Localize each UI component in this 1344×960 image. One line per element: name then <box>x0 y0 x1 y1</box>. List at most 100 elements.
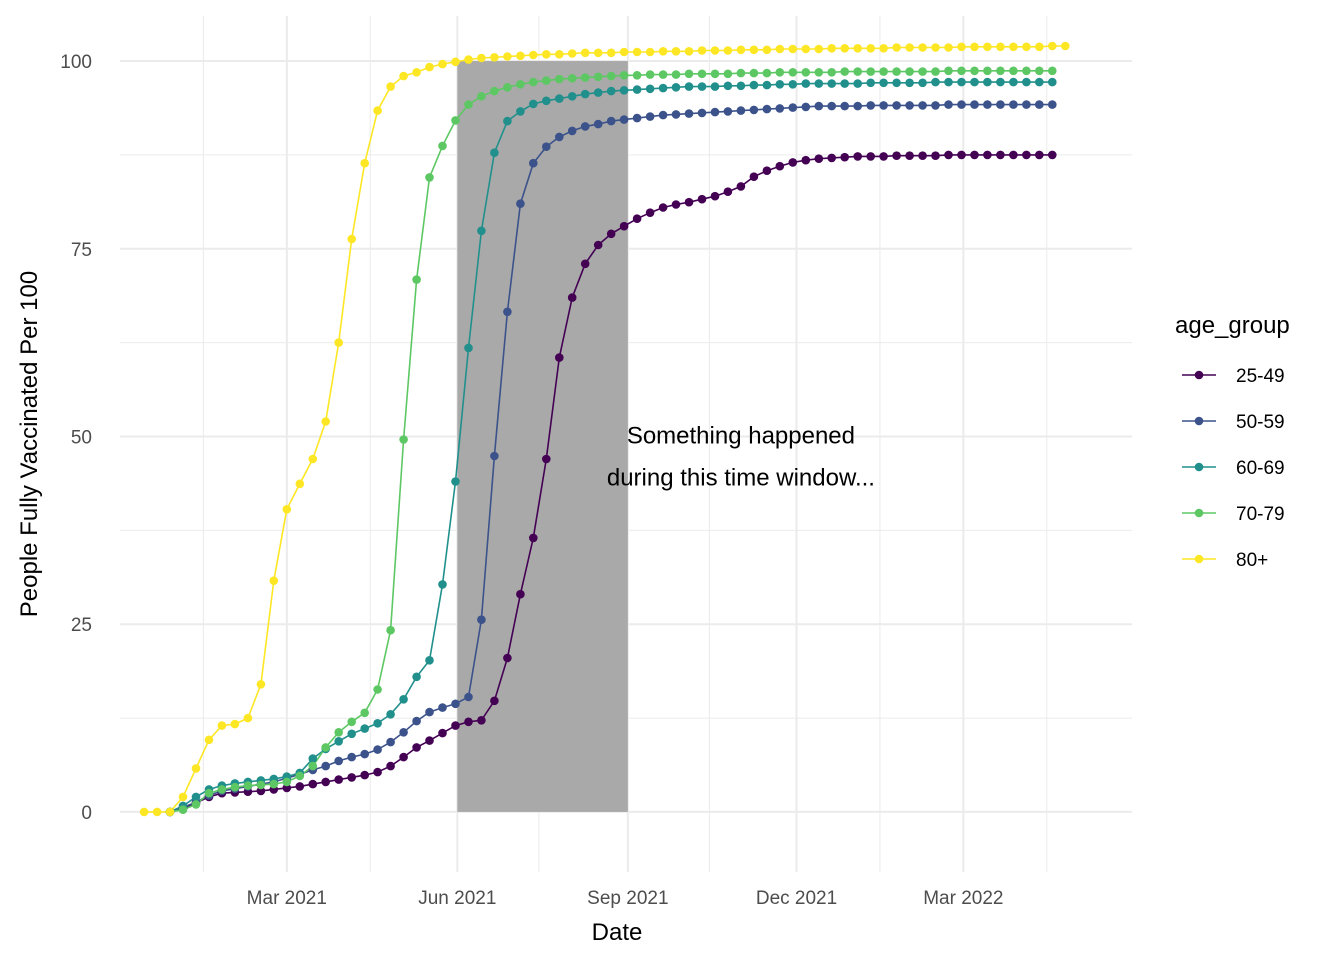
point-70-79 <box>814 68 824 77</box>
point-70-79 <box>1048 66 1057 76</box>
point-50-59 <box>970 100 979 109</box>
y-axis-title: People Fully Vaccinated Per 100 <box>16 271 43 617</box>
point-50-59 <box>619 115 629 124</box>
point-60-69 <box>334 737 344 746</box>
point-60-69 <box>464 343 473 353</box>
point-70-79 <box>710 69 720 79</box>
point-60-69 <box>723 81 733 91</box>
point-80+ <box>723 46 733 55</box>
point-70-79 <box>866 67 875 76</box>
point-70-79 <box>645 70 655 79</box>
point-25-49 <box>347 773 357 782</box>
point-80+ <box>334 338 344 347</box>
point-70-79 <box>282 777 292 787</box>
point-50-59 <box>360 749 370 759</box>
point-70-79 <box>451 116 460 125</box>
point-25-49 <box>503 653 512 663</box>
point-70-79 <box>256 780 266 790</box>
point-60-69 <box>399 695 408 704</box>
point-50-59 <box>542 142 551 151</box>
legend: age_group 25-49 50-59 60-69 70-79 80+ <box>1175 312 1290 571</box>
point-70-79 <box>983 66 992 76</box>
point-25-49 <box>749 172 759 181</box>
point-60-69 <box>801 79 811 88</box>
point-70-79 <box>970 66 979 76</box>
point-50-59 <box>658 110 668 120</box>
point-80+ <box>321 417 331 426</box>
point-50-59 <box>438 703 447 712</box>
point-50-59 <box>853 101 862 111</box>
point-60-69 <box>490 148 499 157</box>
point-70-79 <box>996 66 1005 76</box>
point-50-59 <box>840 101 849 111</box>
point-60-69 <box>373 719 382 728</box>
point-25-49 <box>606 229 616 239</box>
point-60-69 <box>658 83 668 93</box>
point-25-49 <box>918 151 927 160</box>
point-80+ <box>399 71 408 81</box>
point-70-79 <box>542 76 551 85</box>
point-50-59 <box>490 451 499 461</box>
point-25-49 <box>386 761 395 771</box>
point-70-79 <box>204 788 214 798</box>
point-25-49 <box>490 696 499 706</box>
point-80+ <box>373 106 382 115</box>
y-tick-label: 50 <box>71 427 92 448</box>
point-50-59 <box>503 307 512 317</box>
point-80+ <box>425 62 434 72</box>
point-80+ <box>1022 42 1031 52</box>
point-80+ <box>567 49 577 58</box>
point-70-79 <box>477 92 486 101</box>
point-70-79 <box>178 805 188 814</box>
point-50-59 <box>386 737 395 747</box>
point-25-49 <box>412 743 421 752</box>
point-60-69 <box>957 77 966 87</box>
point-25-49 <box>580 259 590 269</box>
point-80+ <box>191 764 201 773</box>
point-80+ <box>905 43 914 52</box>
point-25-49 <box>1048 150 1057 160</box>
point-25-49 <box>334 775 344 784</box>
point-70-79 <box>269 779 279 789</box>
point-50-59 <box>918 101 927 110</box>
point-80+ <box>503 52 512 61</box>
point-25-49 <box>723 187 733 196</box>
point-80+ <box>580 48 590 58</box>
point-70-79 <box>516 80 525 89</box>
point-80+ <box>866 44 875 53</box>
point-80+ <box>983 42 992 52</box>
point-60-69 <box>1048 77 1057 87</box>
point-80+ <box>697 46 707 55</box>
point-25-49 <box>321 777 331 787</box>
point-60-69 <box>645 84 655 94</box>
point-60-69 <box>814 79 824 88</box>
point-80+ <box>931 43 940 52</box>
point-60-69 <box>542 96 551 106</box>
point-80+ <box>438 59 447 69</box>
point-80+ <box>619 47 629 57</box>
point-70-79 <box>723 69 733 79</box>
point-70-79 <box>464 100 473 109</box>
point-50-59 <box>567 126 577 136</box>
point-80+ <box>308 454 318 464</box>
point-60-69 <box>555 94 564 103</box>
point-25-49 <box>256 786 266 796</box>
point-80+ <box>749 45 759 55</box>
x-tick-labels: Mar 2021 Jun 2021 Sep 2021 Dec 2021 Mar 2022 <box>247 888 1004 909</box>
point-50-59 <box>632 113 642 123</box>
point-70-79 <box>425 173 434 182</box>
point-50-59 <box>996 100 1005 109</box>
point-80+ <box>632 47 642 57</box>
annotation-line-2: during this time window... <box>607 464 875 491</box>
point-70-79 <box>412 275 421 284</box>
point-25-49 <box>866 152 875 161</box>
point-25-49 <box>555 353 564 362</box>
point-50-59 <box>944 100 953 109</box>
point-25-49 <box>970 150 979 160</box>
point-25-49 <box>840 152 849 162</box>
point-25-49 <box>308 779 318 789</box>
point-70-79 <box>295 771 305 781</box>
point-25-49 <box>438 728 447 738</box>
point-25-49 <box>736 182 746 191</box>
